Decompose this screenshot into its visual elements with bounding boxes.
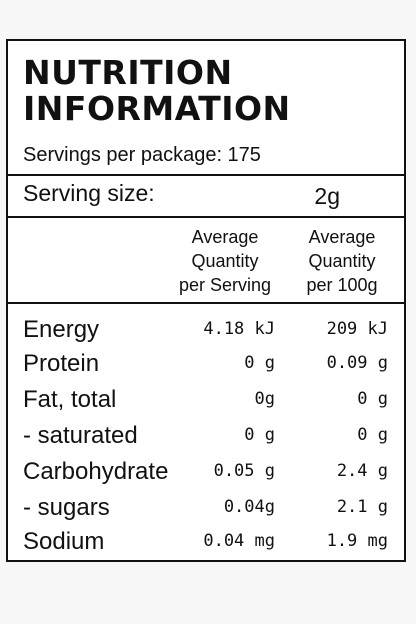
nutrient-row-fat-total: Fat, total 0g 0 g (23, 384, 395, 418)
divider-middle (8, 216, 404, 218)
column-header-line: Average (308, 227, 376, 247)
nutrient-per-100g: 0.09 g (326, 353, 388, 373)
column-header-line: Quantity (191, 251, 259, 271)
nutrient-per-serving: 0 g (244, 425, 275, 445)
nutrient-per-100g: 0 g (357, 425, 388, 445)
nutrient-per-serving: 0.04g (223, 497, 275, 517)
nutrient-per-100g: 2.1 g (336, 497, 388, 517)
nutrient-per-serving: 0.05 g (213, 461, 275, 481)
serving-size-label: Serving size: (23, 180, 155, 206)
nutrient-per-100g: 1.9 mg (326, 531, 388, 551)
divider-top (8, 174, 404, 176)
nutrient-name: Protein (23, 350, 100, 377)
nutrient-row-sodium: Sodium 0.04 mg 1.9 mg (23, 526, 395, 560)
column-header-line: per 100g (306, 275, 378, 295)
servings-per-package: Servings per package: 175 (23, 144, 261, 166)
nutrient-per-serving: 4.18 kJ (203, 319, 275, 339)
column-header-line: Quantity (308, 251, 376, 271)
column-header-per-serving: Average Quantity per Serving (173, 225, 277, 297)
title-line-2: INFORMATION (23, 89, 291, 128)
nutrient-per-serving: 0g (254, 389, 275, 409)
nutrient-per-serving: 0.04 mg (203, 531, 275, 551)
nutrient-name: Sodium (23, 528, 105, 555)
nutrient-row-energy: Energy 4.18 kJ 209 kJ (23, 314, 395, 348)
nutrient-row-sugars: - sugars 0.04g 2.1 g (23, 492, 395, 526)
nutrient-per-100g: 2.4 g (336, 461, 388, 481)
serving-size-value: 2g (314, 183, 340, 209)
nutrient-name: Fat, total (23, 386, 117, 413)
nutrient-name: - sugars (23, 494, 110, 521)
column-header-per-100g: Average Quantity per 100g (294, 225, 390, 297)
divider-table (8, 302, 404, 304)
nutrient-per-100g: 0 g (357, 389, 388, 409)
nutrient-name: Energy (23, 316, 100, 343)
nutrient-per-100g: 209 kJ (326, 319, 388, 339)
nutrient-name: - saturated (23, 422, 138, 449)
nutrient-name: Carbohydrate (23, 458, 169, 485)
column-header-line: per Serving (178, 275, 272, 295)
title-line-1: NUTRITION (23, 53, 233, 92)
panel-title: NUTRITION INFORMATION (23, 55, 383, 127)
nutrient-row-carbohydrate: Carbohydrate 0.05 g 2.4 g (23, 456, 395, 490)
column-header-line: Average (191, 227, 259, 247)
nutrient-per-serving: 0 g (244, 353, 275, 373)
nutrient-row-saturated: - saturated 0 g 0 g (23, 420, 395, 454)
nutrient-row-protein: Protein 0 g 0.09 g (23, 348, 395, 382)
nutrition-panel: NUTRITION INFORMATION Servings per packa… (6, 39, 406, 562)
